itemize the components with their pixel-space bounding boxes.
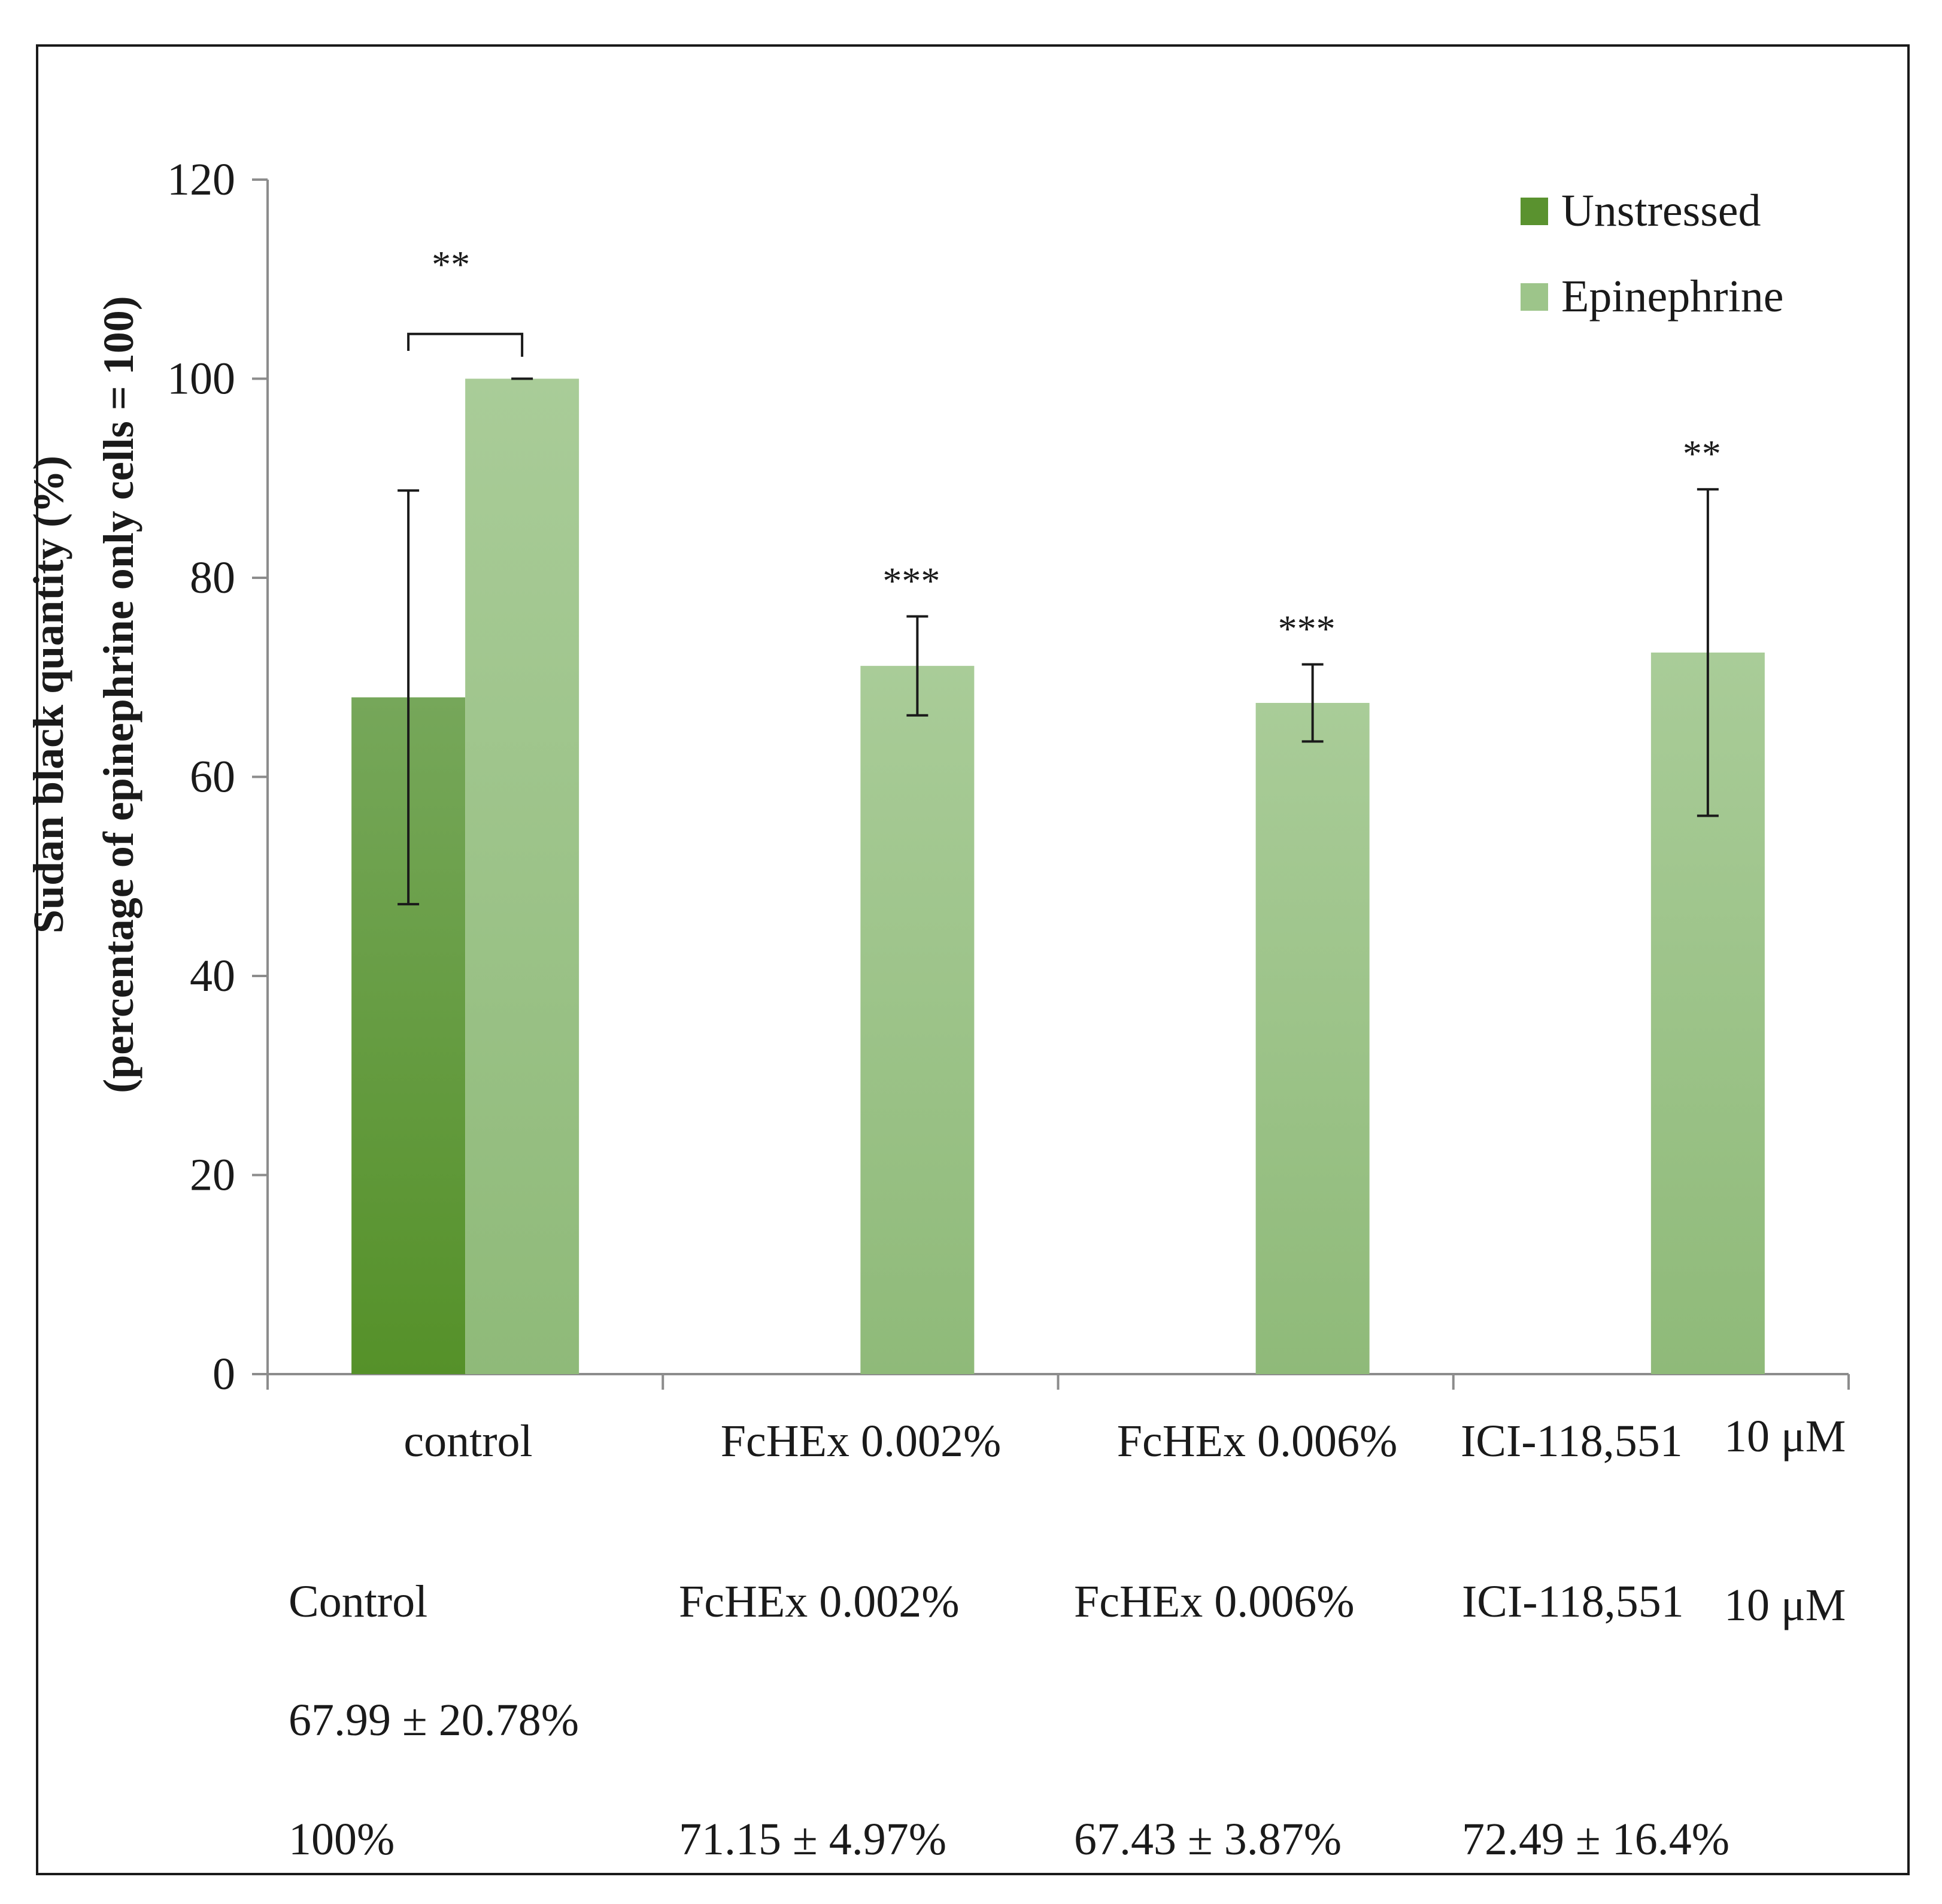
data-table: Control FcHEx 0.002% FcHEx 0.006% ICI-11… [289, 1576, 1846, 1864]
y-tick-label-60: 60 [190, 752, 235, 802]
x-tick-label-fchex-0006: FcHEx 0.006% [1117, 1416, 1398, 1466]
table-cell-epinephrine-fchex-0006: 67.43 ± 3.87% [1074, 1814, 1342, 1864]
y-tick-label-120: 120 [167, 154, 235, 205]
legend-swatch-unstressed [1521, 198, 1548, 225]
table-header-control: Control [289, 1576, 427, 1627]
table-header-fchex-0002: FcHEx 0.002% [679, 1576, 960, 1627]
y-tick-label-0: 0 [213, 1349, 235, 1399]
bar-epinephrine-fchex-0002 [860, 666, 975, 1374]
bar-epinephrine-fchex-0006 [1255, 702, 1370, 1374]
y-axis-label-line1: Sudan black quantity (%) [25, 456, 72, 933]
legend-label-unstressed: Unstressed [1561, 186, 1761, 236]
table-header-ici-unit: 10 μM [1724, 1580, 1846, 1630]
x-tick-label-fchex-0002: FcHEx 0.002% [721, 1416, 1002, 1466]
bar-epinephrine-control [465, 378, 579, 1374]
y-tick-label-100: 100 [167, 354, 235, 404]
significance-label-fchex-0006: *** [1278, 608, 1336, 650]
x-tick-label-ici: ICI-118,551 [1461, 1416, 1683, 1466]
significance-label-ici: ** [1683, 432, 1721, 475]
x-tick-label-ici-unit: 10 μM [1724, 1411, 1846, 1462]
significance-label-control: ** [432, 243, 470, 286]
legend-swatch-epinephrine [1521, 283, 1548, 311]
y-tick-label-40: 40 [190, 951, 235, 1001]
y-tick-label-20: 20 [190, 1150, 235, 1200]
y-tick-label-80: 80 [190, 553, 235, 603]
table-header-ici: ICI-118,551 [1462, 1576, 1684, 1627]
significance-bracket-control [407, 332, 524, 357]
x-tick-labels: control FcHEx 0.002% FcHEx 0.006% ICI-11… [403, 1411, 1846, 1466]
table-cell-epinephrine-control: 100% [289, 1814, 395, 1864]
table-cell-epinephrine-ici: 72.49 ± 16.4% [1462, 1814, 1729, 1864]
table-header-fchex-0006: FcHEx 0.006% [1074, 1576, 1355, 1627]
table-cell-unstressed-control: 67.99 ± 20.78% [289, 1695, 579, 1745]
legend: Unstressed Epinephrine [1521, 186, 1783, 322]
x-tick-label-control: control [403, 1416, 532, 1466]
table-cell-epinephrine-fchex-0002: 71.15 ± 4.97% [679, 1814, 946, 1864]
significance-label-fchex-0002: *** [882, 560, 940, 602]
figure-border [36, 44, 1910, 1875]
legend-label-epinephrine: Epinephrine [1561, 271, 1783, 322]
y-axis-label-line2: (percentage of epinephrine only cells = … [95, 296, 142, 1093]
